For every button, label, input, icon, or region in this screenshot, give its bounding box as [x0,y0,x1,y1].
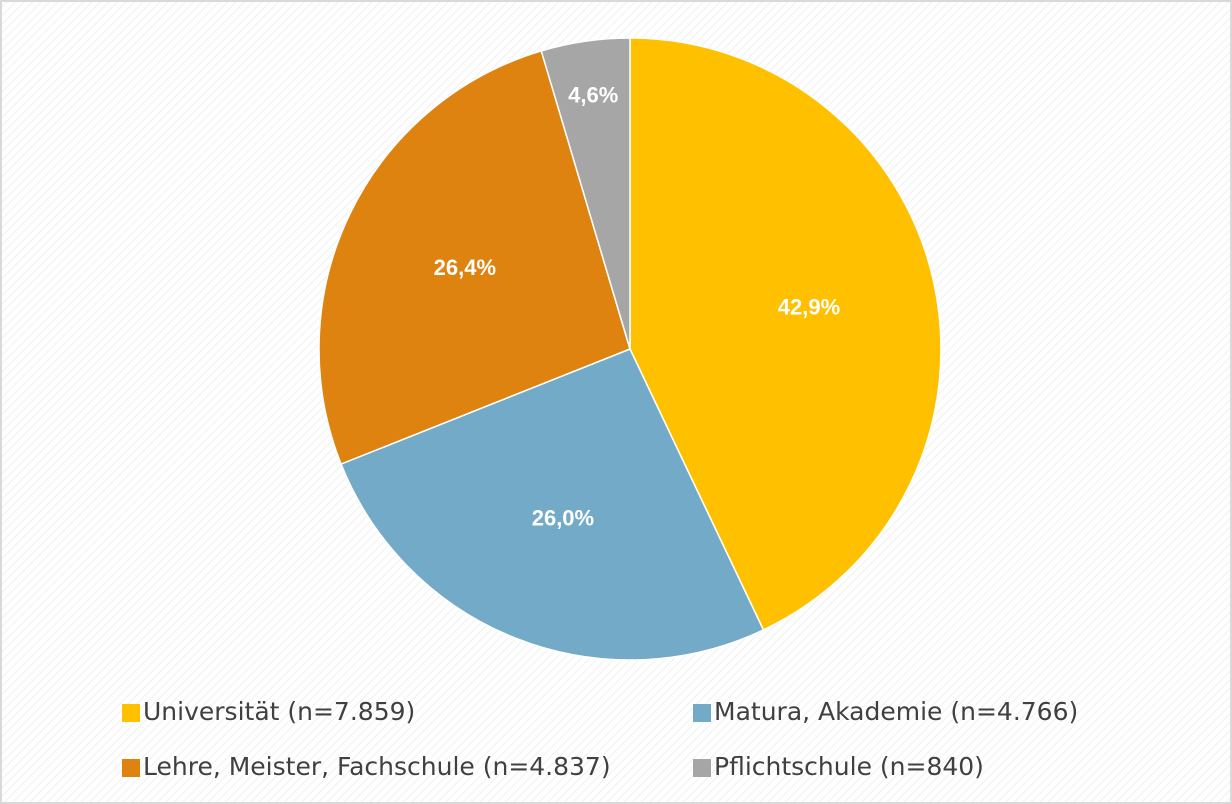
legend: Universität (n=7.859) Matura, Akademie (n… [122,697,1078,781]
legend-label: Matura, Akademie (n=4.766) [714,697,1078,726]
legend-swatch [122,704,140,722]
legend-label: Lehre, Meister, Fachschule (n=4.837) [143,752,611,781]
pie-slice [540,37,631,350]
data-label: 42,9% [778,294,840,319]
pie-slice [340,348,765,661]
legend-label: Universität (n=7.859) [143,697,415,726]
pie-slice [318,49,631,466]
data-label: 4,6% [568,82,618,107]
legend-swatch [122,759,140,777]
legend-swatch [693,704,711,722]
legend-swatch [693,759,711,777]
data-label: 26,0% [532,506,594,531]
data-label: 26,4% [434,255,496,280]
pie: 42,9% 26,0% 26,4% 4,6% [318,37,942,661]
legend-label: Pflichtschule (n=840) [714,752,984,781]
pie-slice [629,37,942,631]
